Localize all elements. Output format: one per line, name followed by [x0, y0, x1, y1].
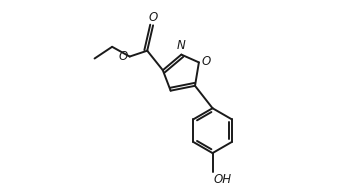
Text: OH: OH — [213, 173, 232, 186]
Text: N: N — [177, 39, 186, 52]
Text: O: O — [148, 11, 158, 24]
Text: O: O — [119, 50, 128, 63]
Text: O: O — [201, 55, 211, 68]
